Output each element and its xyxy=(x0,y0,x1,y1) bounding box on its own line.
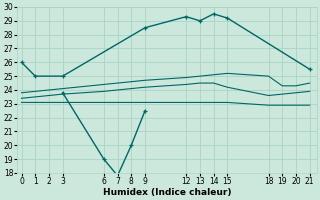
X-axis label: Humidex (Indice chaleur): Humidex (Indice chaleur) xyxy=(103,188,231,197)
